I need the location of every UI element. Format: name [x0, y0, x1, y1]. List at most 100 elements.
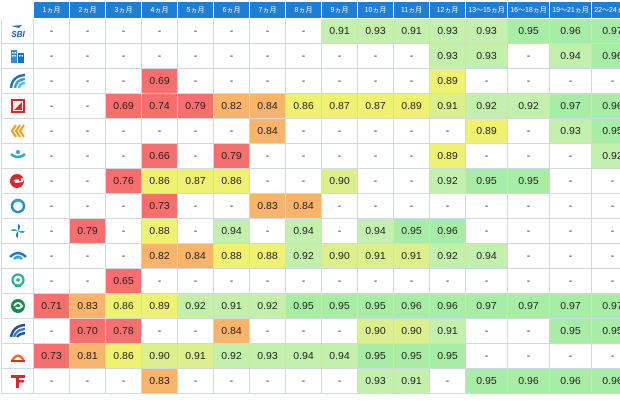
rate-cell: 0.88 — [142, 219, 178, 244]
column-header: 19〜21ヵ月 — [550, 2, 592, 19]
rate-cell: - — [70, 69, 106, 94]
pin-logo-icon — [8, 272, 28, 290]
rate-cell: - — [592, 244, 620, 269]
rate-cell: - — [106, 144, 142, 169]
rate-cell: 0.95 — [358, 294, 394, 319]
rate-cell: 0.91 — [178, 344, 214, 369]
rate-cell: - — [358, 144, 394, 169]
rate-cell: - — [508, 144, 550, 169]
wave-logo-icon — [8, 147, 28, 165]
rate-cell: 0.94 — [466, 244, 508, 269]
rate-cell: - — [250, 269, 286, 294]
column-header: 2ヵ月 — [70, 2, 106, 19]
rate-cell: - — [322, 219, 358, 244]
rate-cell: - — [70, 144, 106, 169]
fan-logo-icon — [8, 322, 28, 340]
table-row: -----------0.930.93-0.940.96 — [2, 44, 620, 69]
rate-cell: 0.66 — [142, 144, 178, 169]
rate-cell: 0.86 — [214, 169, 250, 194]
bank-logo-cell — [2, 269, 34, 294]
rate-cell: 0.96 — [430, 219, 466, 244]
rate-cell: 0.83 — [250, 194, 286, 219]
rate-cell: 0.94 — [214, 219, 250, 244]
rate-cell: 0.90 — [322, 244, 358, 269]
column-header: 12ヵ月 — [430, 2, 466, 19]
rate-cell: - — [70, 94, 106, 119]
rate-cell: 0.95 — [358, 344, 394, 369]
rate-cell: 0.84 — [250, 119, 286, 144]
rate-cell: 0.95 — [592, 119, 620, 144]
rate-cell: 0.70 — [70, 319, 106, 344]
rate-cell: 0.79 — [70, 219, 106, 244]
rate-cell: 0.95 — [550, 319, 592, 344]
rate-cell: 0.89 — [430, 69, 466, 94]
rate-cell: 0.95 — [466, 169, 508, 194]
rate-cell: - — [322, 119, 358, 144]
rate-cell: - — [178, 219, 214, 244]
bank-logo-cell — [2, 294, 34, 319]
rate-cell: - — [178, 19, 214, 44]
rate-cell: - — [142, 19, 178, 44]
rate-cell: 0.87 — [358, 94, 394, 119]
rate-cell: - — [358, 119, 394, 144]
rate-cell: - — [550, 169, 592, 194]
bank-logo-cell — [2, 69, 34, 94]
rate-cell: 0.82 — [142, 244, 178, 269]
rate-cell: 0.95 — [322, 294, 358, 319]
bank-logo-cell — [2, 44, 34, 69]
rate-cell: - — [34, 94, 70, 119]
rate-cell: 0.89 — [466, 119, 508, 144]
bank-logo-cell — [2, 319, 34, 344]
rate-cell: - — [214, 44, 250, 69]
rate-cell: 0.92 — [466, 94, 508, 119]
rate-cell: - — [70, 194, 106, 219]
rate-cell: - — [358, 44, 394, 69]
column-header: 7ヵ月 — [250, 2, 286, 19]
table-row: ---0.83-----0.930.91-0.950.960.960.96 — [2, 369, 620, 394]
rate-cell: - — [214, 369, 250, 394]
rate-cell: 0.94 — [358, 219, 394, 244]
rate-cell: 0.96 — [592, 44, 620, 69]
rate-cell: 0.73 — [34, 344, 70, 369]
rate-cell: 0.78 — [106, 319, 142, 344]
rate-cell: 0.91 — [430, 94, 466, 119]
rate-cell: - — [286, 119, 322, 144]
rate-cell: - — [466, 194, 508, 219]
rate-cell: 0.83 — [70, 294, 106, 319]
rate-cell: - — [394, 169, 430, 194]
rate-cell: - — [214, 269, 250, 294]
rate-cell: - — [550, 144, 592, 169]
column-header: 9ヵ月 — [322, 2, 358, 19]
rate-cell: - — [250, 369, 286, 394]
rate-cell: 0.76 — [106, 169, 142, 194]
rate-cell: 0.91 — [358, 244, 394, 269]
rate-cell: 0.81 — [70, 344, 106, 369]
ring-logo-icon — [8, 197, 28, 215]
rate-cell: 0.89 — [430, 144, 466, 169]
rate-cell: 0.91 — [214, 294, 250, 319]
rate-cell: - — [214, 119, 250, 144]
rate-cell: 0.92 — [430, 169, 466, 194]
rate-cell: - — [592, 344, 620, 369]
rate-cell: - — [178, 319, 214, 344]
rate-cell: - — [178, 269, 214, 294]
rate-cell: - — [34, 69, 70, 94]
rate-cell: 0.97 — [592, 19, 620, 44]
table-row: --0.65------------- — [2, 269, 620, 294]
rate-cell: - — [178, 369, 214, 394]
rate-cell: 0.89 — [142, 294, 178, 319]
rate-cell: - — [430, 119, 466, 144]
rate-cell: 0.89 — [394, 94, 430, 119]
rate-cell: - — [394, 194, 430, 219]
rate-cell: - — [286, 69, 322, 94]
rate-cell: - — [592, 69, 620, 94]
bank-logo-cell — [2, 94, 34, 119]
rate-cell: - — [286, 19, 322, 44]
rate-cell: - — [430, 194, 466, 219]
rate-cell: 0.90 — [322, 169, 358, 194]
column-header: 13〜15ヵ月 — [466, 2, 508, 19]
